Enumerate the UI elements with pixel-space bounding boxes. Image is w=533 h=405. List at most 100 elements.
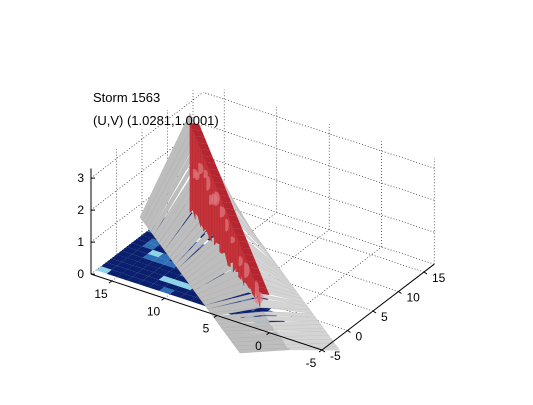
x-tick-mark (318, 349, 323, 353)
y-tick-mark (347, 330, 351, 333)
isosurface-facet (189, 122, 193, 213)
map-cell (142, 264, 159, 273)
map-cell (96, 266, 112, 274)
map-cell (132, 250, 148, 258)
isosurface-cap (243, 254, 256, 263)
z-tick-label: 1 (77, 235, 84, 249)
x-tick-label: -5 (306, 356, 317, 370)
map-cell (132, 261, 148, 269)
grid-line (203, 124, 435, 201)
isosurface-cap (249, 267, 262, 276)
map-cell (111, 254, 127, 262)
map-cell (116, 250, 133, 259)
y-tick-mark (423, 271, 428, 275)
ridge-facet (226, 331, 280, 339)
isosurface-cap (222, 201, 235, 210)
map-cell (138, 280, 154, 288)
chart-subtitle: (U,V) (1.0281,1.0001) (93, 113, 219, 128)
map-cell (148, 261, 164, 269)
map-cell (153, 257, 169, 265)
grid-line (216, 229, 330, 316)
isosurface-facet (211, 175, 215, 240)
map-cell (106, 269, 123, 278)
ridge-facet (276, 331, 330, 337)
y-tick-label: -5 (330, 349, 341, 363)
map-cell (164, 283, 180, 291)
map-cell (169, 290, 186, 298)
map-cell (127, 276, 144, 284)
y-axis-ticks: -5 0 5 10 15 (321, 271, 446, 363)
isosurface-cap (230, 221, 243, 230)
map-cell (158, 264, 175, 272)
grid-line (164, 212, 277, 299)
isosurface-cap (203, 155, 216, 164)
isosurface-facet (203, 155, 207, 232)
z-tick-label: 0 (77, 267, 84, 281)
isosurface-cap (216, 188, 229, 197)
x-tick-label: 5 (203, 322, 210, 336)
map-cell (180, 293, 196, 302)
isosurface-cap (192, 129, 205, 138)
map-cell (174, 275, 190, 283)
isosurface-facet (200, 149, 204, 230)
map-cell (142, 253, 159, 262)
isosurface-cap (211, 175, 224, 184)
y-tick-label: 15 (432, 271, 446, 285)
map-cell (153, 268, 169, 276)
map-cell (137, 268, 154, 277)
map-cell (185, 290, 201, 298)
y-tick-mark (372, 310, 377, 314)
ridge-facet (215, 315, 269, 324)
isosurface-cap (189, 122, 202, 131)
map-cell (106, 258, 122, 266)
isosurface-cap (233, 228, 246, 236)
isosurface-cap (208, 168, 221, 177)
isosurface-cap (246, 260, 259, 269)
x-tick-mark (108, 280, 113, 284)
map-cell (122, 269, 138, 277)
map-cell (158, 275, 175, 284)
map-cell (127, 265, 143, 273)
isosurface-facet (219, 195, 223, 255)
map-cell (116, 261, 133, 270)
x-tick-label: 15 (94, 287, 108, 301)
map-cell (169, 268, 185, 276)
isosurface-cap (200, 149, 213, 158)
ridge-facet (139, 112, 193, 222)
grid-line (203, 92, 435, 169)
map-cell (136, 235, 153, 243)
map-cell (159, 287, 175, 295)
x-tick-mark (161, 297, 165, 301)
map-cell (121, 258, 138, 266)
axis-lines (90, 168, 435, 351)
y-axis-line (321, 263, 435, 351)
y-tick-label: 0 (356, 330, 363, 344)
isosurface-facet (213, 181, 218, 246)
map-cell (137, 246, 153, 254)
map-cell (132, 272, 149, 281)
isosurface-cap (241, 247, 254, 256)
z-tick-label: 3 (77, 171, 84, 185)
ridge-facet (212, 311, 266, 321)
map-cell (163, 260, 180, 268)
isosurface-cap (206, 162, 219, 171)
x-tick-label: 0 (255, 339, 262, 353)
map-cell (148, 272, 164, 280)
red-isosurface (189, 122, 270, 307)
x-axis-ticks: -5 0 5 10 15 (94, 280, 323, 370)
grid-line (90, 92, 204, 179)
y-tick-label: 10 (407, 291, 421, 305)
map-cell (127, 254, 143, 262)
map-cell (179, 282, 196, 290)
y-tick-mark (321, 349, 326, 353)
map-cell (153, 279, 170, 287)
x-tick-mark (266, 332, 270, 336)
z-axis-ticks: 0 1 2 3 (77, 171, 95, 281)
map-cell (121, 246, 138, 255)
isosurface-cap (198, 142, 210, 151)
isosurface-facet (197, 142, 201, 227)
map-cell (148, 283, 165, 291)
isosurface-cap (225, 208, 237, 217)
